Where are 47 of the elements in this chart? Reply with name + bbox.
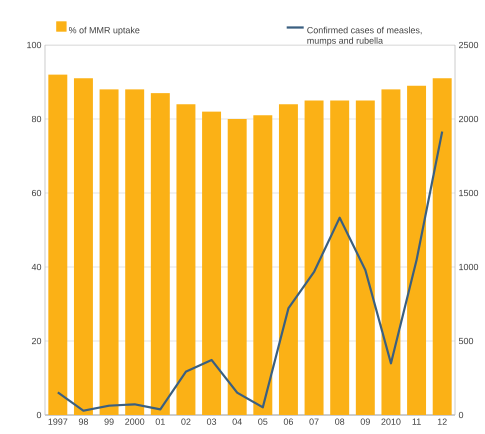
legend-label: Confirmed cases of measles, mumps and rubella (307, 26, 422, 46)
y2-tick-label: 1000 (459, 264, 478, 270)
bar (330, 100, 350, 415)
bar (48, 74, 68, 415)
x-tick-label: 09 (360, 418, 370, 425)
legend-label: % of MMR uptake (68, 26, 140, 36)
bar (356, 100, 375, 415)
bar (253, 115, 272, 415)
x-tick-label: 99 (104, 418, 114, 425)
x-tick-label: 1997 (48, 418, 68, 425)
x-tick-label: 03 (206, 418, 216, 425)
x-tick-label: 98 (78, 418, 88, 425)
y-tick-label: 0 (36, 412, 42, 418)
y-tick-label: 40 (32, 264, 42, 270)
x-tick-label: 08 (335, 418, 344, 425)
line-series (56, 130, 444, 412)
y-tick-label: 20 (32, 338, 42, 344)
x-tick-label: 01 (156, 418, 165, 425)
x-tick-label: 11 (412, 418, 421, 425)
x-tick-label: 05 (258, 418, 268, 425)
y2-tick-label: 2000 (458, 116, 478, 122)
x-tick-label: 07 (309, 418, 319, 425)
x-tick-label: 02 (181, 418, 190, 425)
y-tick-label: 100 (27, 42, 42, 48)
bar (278, 104, 298, 415)
bar (150, 93, 170, 415)
bar (304, 100, 324, 415)
x-tick-label: 2000 (125, 418, 144, 425)
bar (407, 86, 426, 415)
x-tick-label: 04 (232, 418, 242, 425)
y2-tick-label: 0 (458, 412, 464, 418)
bar (381, 89, 400, 415)
bar (202, 112, 222, 415)
bar (228, 118, 247, 415)
x-tick-label: 06 (284, 418, 294, 425)
y-tick-label: 80 (32, 116, 42, 122)
y2-tick-label: 500 (458, 338, 474, 344)
y-tick-label: 60 (32, 190, 42, 196)
bar (74, 78, 93, 415)
x-tick-label: 2010 (381, 418, 401, 425)
y2-tick-label: 1500 (459, 190, 478, 196)
bar (100, 89, 119, 415)
x-tick-label: 12 (438, 418, 447, 425)
bar (176, 104, 196, 415)
bar (125, 89, 144, 415)
y2-tick-label: 2500 (458, 42, 478, 48)
bar (432, 78, 452, 415)
